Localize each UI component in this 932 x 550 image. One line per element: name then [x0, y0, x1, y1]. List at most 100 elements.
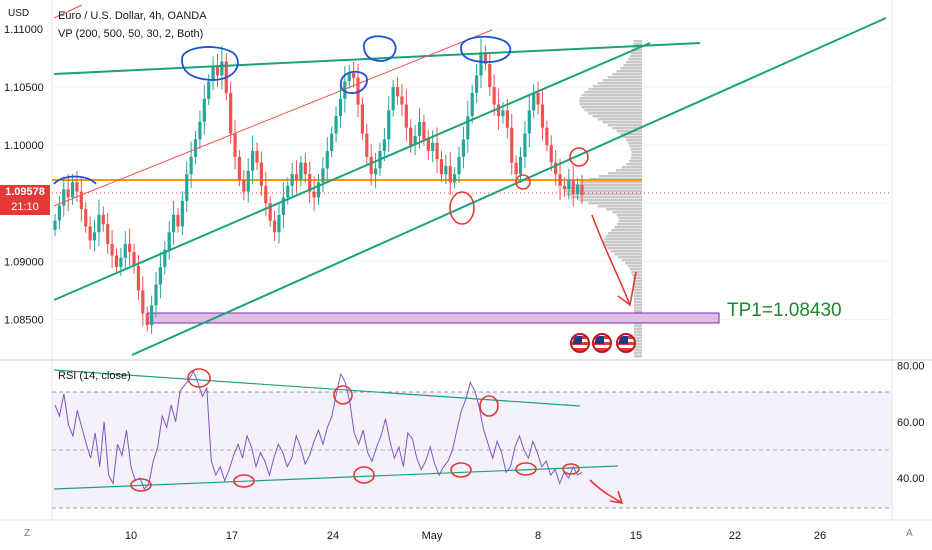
volume-profile-bar — [631, 151, 642, 154]
volume-profile-bar — [612, 73, 642, 76]
price-scale[interactable]: 1.110001.105001.100001.095001.090001.085… — [4, 24, 44, 326]
volume-profile-bar — [608, 172, 642, 175]
candle-body — [110, 243, 114, 256]
peak-circle-3[interactable] — [363, 35, 397, 62]
peak-circle-4[interactable] — [460, 35, 512, 63]
rsi-peak-circle-3[interactable] — [479, 395, 499, 417]
rsi-low-circle-1[interactable] — [130, 478, 152, 492]
left-arc-mark[interactable] — [53, 175, 97, 185]
time-tick-label: 22 — [729, 530, 741, 542]
candle-body — [237, 156, 242, 180]
volume-profile-bar — [605, 208, 642, 211]
candle-body — [84, 209, 88, 227]
candle-body — [207, 81, 211, 99]
volume-profile — [563, 40, 642, 358]
volume-profile-bar — [605, 244, 642, 247]
candle-body — [180, 200, 184, 227]
support-circle-2[interactable] — [515, 174, 531, 190]
candle-body — [308, 174, 312, 192]
volume-profile-bar — [597, 82, 642, 85]
volume-profile-bar — [614, 226, 642, 229]
volume-profile-bar — [581, 94, 642, 97]
volume-profile-bar — [626, 163, 642, 166]
peak-circle-2[interactable] — [339, 70, 368, 94]
candle-body — [562, 185, 567, 190]
candle-body — [435, 142, 439, 160]
timezone-toggle[interactable]: Z — [24, 528, 31, 539]
volume-profile-bar — [634, 352, 642, 355]
volume-profile-bar — [633, 292, 642, 295]
candle-body — [268, 203, 272, 221]
volume-profile-bar — [629, 145, 642, 148]
volume-profile-bar — [634, 325, 642, 328]
rsi-low-circle-2[interactable] — [233, 474, 255, 488]
volume-profile-bar — [634, 331, 642, 334]
us-flag-icon[interactable] — [592, 333, 612, 353]
rsi-low-circle-3[interactable] — [353, 466, 375, 484]
candle-body — [457, 156, 461, 175]
candle-body — [422, 121, 426, 140]
support-circle-3[interactable] — [569, 147, 589, 167]
indicator-legend[interactable]: VP (200, 500, 50, 30, 2, Both) — [58, 28, 204, 40]
candle-body — [141, 290, 145, 314]
volume-profile-bar — [634, 355, 642, 358]
volume-profile-bar — [607, 247, 642, 250]
support-circle-1[interactable] — [449, 191, 475, 225]
volume-profile-bar — [571, 184, 642, 187]
price-down-arrow[interactable] — [591, 214, 631, 306]
volume-profile-bar — [631, 154, 642, 157]
support-markers[interactable] — [130, 147, 589, 492]
trend-drawings[interactable] — [53, 4, 887, 490]
price-tick-label: 1.08500 — [4, 314, 44, 326]
time-axis[interactable]: 10 17 24 May 8 15 22 26 — [125, 530, 826, 542]
projection-arrows[interactable] — [589, 214, 637, 505]
volume-profile-bar — [629, 55, 642, 58]
symbol-title[interactable]: Euro / U.S. Dollar, 4h, OANDA — [58, 10, 207, 22]
peak-markers[interactable] — [53, 35, 512, 185]
volume-profile-bar — [633, 301, 642, 304]
red-resistance-line[interactable] — [53, 29, 493, 207]
rsi-low-circle-5[interactable] — [515, 462, 537, 476]
rsi-line — [54, 370, 583, 491]
rsi-scale[interactable]: 80.00 60.00 40.00 — [897, 361, 925, 485]
time-tick-label: 26 — [814, 530, 826, 542]
channel-lower-rising-line[interactable] — [131, 17, 887, 356]
candle-body — [246, 170, 250, 192]
candle-body — [330, 133, 334, 151]
time-tick-label: May — [422, 530, 443, 542]
rsi-down-arrow[interactable] — [589, 479, 623, 504]
rsi-downtrend-line[interactable] — [53, 369, 581, 407]
us-flag-icon[interactable] — [616, 333, 636, 353]
rsi-legend[interactable]: RSI (14, close) — [58, 370, 131, 382]
volume-profile-bar — [633, 43, 642, 46]
candle-body — [215, 66, 220, 76]
rsi-low-circle-6[interactable] — [562, 463, 580, 475]
channel-top-line[interactable] — [53, 42, 701, 75]
peak-circle-1[interactable] — [181, 46, 239, 81]
volume-profile-bar — [631, 52, 642, 55]
candle-body — [571, 180, 575, 194]
rsi-peak-circle-2[interactable] — [333, 385, 353, 405]
volume-profile-bar — [629, 268, 642, 271]
volume-profile-bar — [588, 112, 642, 115]
candle-body — [251, 150, 255, 171]
candle-body — [88, 226, 92, 241]
current-price-badge: 1.09578 — [0, 185, 50, 200]
volume-profile-bar — [579, 199, 642, 202]
candle-body — [387, 110, 391, 140]
candle-body — [417, 121, 422, 136]
channel-upper-rising-line[interactable] — [53, 42, 651, 301]
candle-body — [483, 52, 487, 64]
volume-profile-bar — [620, 67, 642, 70]
volume-profile-bar — [604, 238, 642, 241]
price-tick-label: 1.10500 — [4, 82, 44, 94]
rsi-low-circle-4[interactable] — [450, 462, 472, 478]
candle-body — [391, 87, 395, 111]
candle-body — [321, 168, 325, 183]
time-tick-label: 10 — [125, 530, 137, 542]
tp1-target-zone[interactable] — [147, 312, 720, 324]
us-flag-icon[interactable] — [570, 333, 590, 353]
auto-scale-toggle[interactable]: A — [906, 528, 913, 539]
red-resistance-line-left[interactable] — [53, 4, 83, 19]
